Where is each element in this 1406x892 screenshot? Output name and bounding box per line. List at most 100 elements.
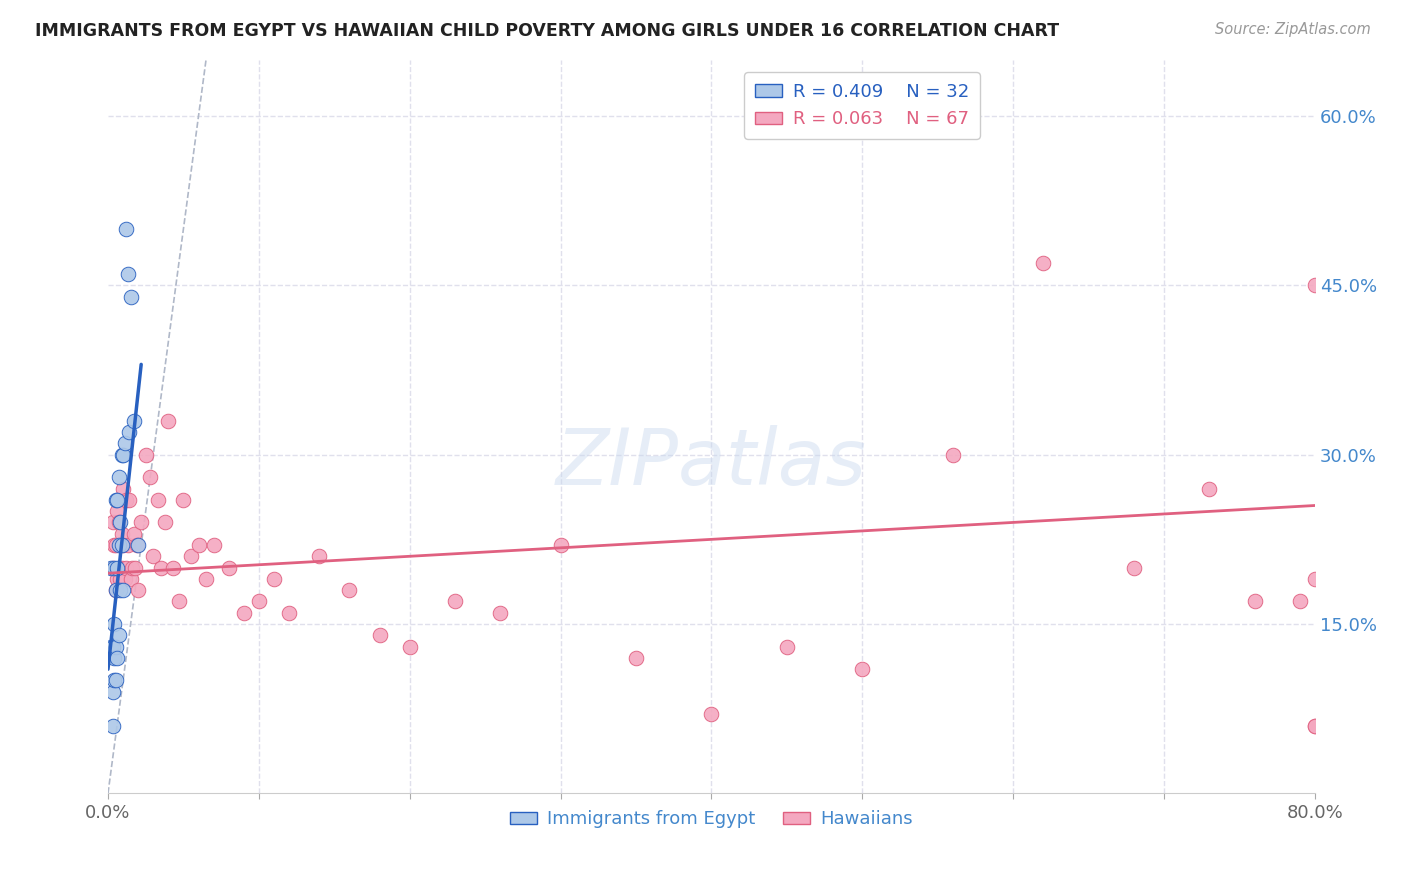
Point — [127, 583, 149, 598]
Point — [103, 673, 125, 688]
Point — [125, 538, 148, 552]
Point — [942, 448, 965, 462]
Point — [218, 560, 240, 574]
Point — [105, 560, 128, 574]
Point — [202, 538, 225, 552]
Point — [851, 662, 873, 676]
Point — [105, 504, 128, 518]
Point — [101, 640, 124, 654]
Point — [1243, 594, 1265, 608]
Point — [146, 492, 169, 507]
Point — [107, 628, 129, 642]
Point — [108, 572, 131, 586]
Point — [195, 572, 218, 586]
Point — [105, 651, 128, 665]
Point — [368, 628, 391, 642]
Point — [278, 606, 301, 620]
Point — [112, 538, 135, 552]
Point — [120, 572, 142, 586]
Point — [1122, 560, 1144, 574]
Point — [114, 436, 136, 450]
Point — [398, 640, 420, 654]
Point — [308, 549, 330, 564]
Point — [550, 538, 572, 552]
Point — [110, 560, 132, 574]
Point — [101, 516, 124, 530]
Point — [120, 290, 142, 304]
Point — [776, 640, 799, 654]
Point — [104, 583, 127, 598]
Point — [108, 583, 131, 598]
Point — [100, 560, 122, 574]
Point — [110, 538, 132, 552]
Point — [157, 414, 180, 428]
Point — [103, 538, 125, 552]
Point — [117, 538, 139, 552]
Point — [167, 594, 190, 608]
Point — [172, 492, 194, 507]
Point — [1032, 256, 1054, 270]
Point — [1289, 594, 1312, 608]
Point — [107, 560, 129, 574]
Point — [337, 583, 360, 598]
Point — [103, 617, 125, 632]
Point — [263, 572, 285, 586]
Point — [115, 492, 138, 507]
Point — [121, 560, 143, 574]
Point — [1303, 718, 1326, 732]
Point — [108, 516, 131, 530]
Point — [1303, 718, 1326, 732]
Point — [107, 538, 129, 552]
Point — [624, 651, 647, 665]
Point — [1198, 482, 1220, 496]
Point — [142, 549, 165, 564]
Point — [110, 448, 132, 462]
Point — [1303, 572, 1326, 586]
Point — [110, 526, 132, 541]
Point — [101, 718, 124, 732]
Point — [104, 640, 127, 654]
Point — [114, 572, 136, 586]
Point — [100, 640, 122, 654]
Point — [117, 267, 139, 281]
Point — [112, 448, 135, 462]
Point — [232, 606, 254, 620]
Point — [129, 516, 152, 530]
Point — [1303, 278, 1326, 293]
Point — [105, 572, 128, 586]
Point — [115, 560, 138, 574]
Point — [103, 651, 125, 665]
Point — [247, 594, 270, 608]
Point — [122, 414, 145, 428]
Point — [444, 594, 467, 608]
Point — [118, 425, 141, 439]
Point — [139, 470, 162, 484]
Point — [101, 560, 124, 574]
Point — [162, 560, 184, 574]
Point — [105, 492, 128, 507]
Point — [149, 560, 172, 574]
Point — [108, 538, 131, 552]
Point — [104, 583, 127, 598]
Point — [103, 560, 125, 574]
Point — [112, 482, 135, 496]
Point — [104, 492, 127, 507]
Point — [104, 673, 127, 688]
Point — [107, 470, 129, 484]
Point — [124, 560, 146, 574]
Point — [122, 526, 145, 541]
Point — [104, 538, 127, 552]
Point — [127, 538, 149, 552]
Text: Source: ZipAtlas.com: Source: ZipAtlas.com — [1215, 22, 1371, 37]
Text: ZIPatlas: ZIPatlas — [555, 425, 868, 501]
Point — [135, 448, 157, 462]
Point — [101, 685, 124, 699]
Point — [180, 549, 202, 564]
Point — [489, 606, 512, 620]
Point — [107, 516, 129, 530]
Point — [118, 492, 141, 507]
Point — [112, 583, 135, 598]
Point — [155, 516, 177, 530]
Text: IMMIGRANTS FROM EGYPT VS HAWAIIAN CHILD POVERTY AMONG GIRLS UNDER 16 CORRELATION: IMMIGRANTS FROM EGYPT VS HAWAIIAN CHILD … — [35, 22, 1059, 40]
Point — [700, 707, 723, 722]
